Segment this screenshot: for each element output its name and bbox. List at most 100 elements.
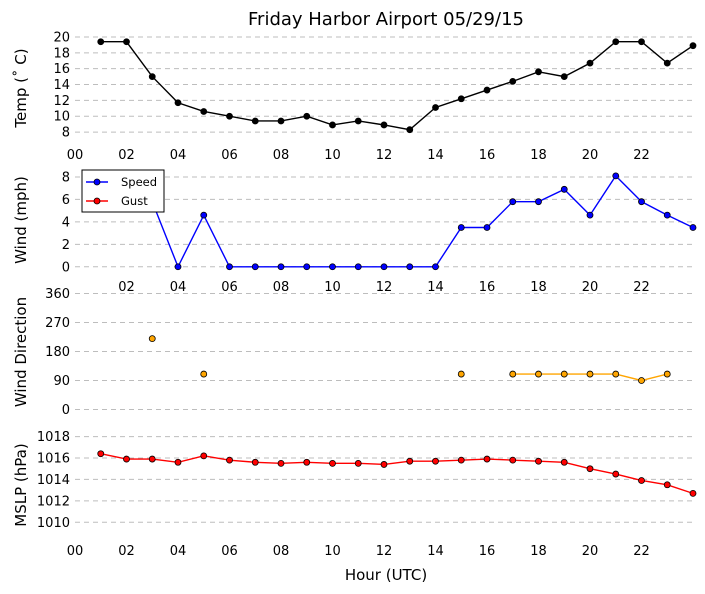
temp-y-axis-label: Temp (˚ C): [12, 48, 30, 128]
figure-title: Friday Harbor Airport 05/29/15: [248, 9, 524, 30]
direction-data-point: [457, 370, 465, 378]
wind-data-point: [226, 263, 233, 271]
temp-data-point: [97, 38, 105, 46]
wind-data-point: [535, 198, 542, 206]
pressure-data-point: [535, 457, 542, 465]
temp-x-tick-label: 02: [118, 148, 135, 163]
temp-x-tick-label: 06: [221, 148, 238, 163]
wind-data-point: [277, 263, 285, 271]
temp-x-tick-label: 00: [67, 148, 84, 163]
wind-data-point: [586, 211, 594, 219]
direction-data-point: [200, 370, 208, 378]
pressure-data-point: [406, 457, 414, 465]
temp-data-point: [251, 117, 259, 125]
wind-data-point: [432, 263, 439, 271]
wind-data-point: [354, 263, 362, 271]
direction-y-tick-label: 360: [45, 287, 70, 302]
temp-data-point: [380, 121, 388, 129]
temp-y-tick-label: 14: [53, 78, 70, 93]
direction-y-tick-label: 0: [62, 403, 70, 418]
temp-data-point: [689, 42, 697, 50]
pressure-x-tick-label: 02: [118, 544, 135, 559]
wind-data-point: [689, 224, 697, 231]
wind-data-point: [638, 198, 645, 206]
wind-data-point: [380, 263, 388, 271]
direction-x-tick-label: 06: [221, 280, 238, 295]
direction-x-tick-label: 14: [427, 280, 444, 295]
pressure-y-tick-label: 1014: [37, 473, 70, 488]
temp-data-point: [329, 121, 336, 129]
pressure-data-point: [560, 458, 568, 466]
direction-x-tick-label: 10: [324, 280, 341, 295]
wind-data-point: [483, 224, 491, 231]
wind-data-point: [612, 172, 620, 180]
pressure-data-point: [200, 452, 208, 460]
pressure-x-tick-label: 00: [67, 544, 84, 559]
temp-y-tick-label: 10: [53, 110, 70, 125]
wind-data-point: [509, 198, 517, 206]
direction-y-tick-label: 270: [45, 316, 70, 331]
temp-y-tick-label: 18: [53, 46, 70, 61]
temp-data-point: [174, 99, 182, 107]
pressure-x-tick-label: 08: [273, 544, 290, 559]
temp-x-tick-label: 20: [582, 148, 599, 163]
pressure-data-point: [380, 461, 388, 468]
pressure-series-line: [100, 453, 694, 495]
pressure-x-tick-label: 20: [582, 544, 599, 559]
pressure-data-point: [457, 456, 465, 464]
direction-data-point: [663, 370, 671, 378]
pressure-x-tick-label: 06: [221, 544, 238, 559]
temp-x-tick-label: 22: [633, 148, 650, 163]
temp-data-point: [123, 38, 130, 46]
wind-y-tick-label: 6: [62, 193, 70, 208]
temp-x-tick-label: 18: [530, 148, 547, 163]
direction-data-point: [586, 370, 594, 378]
pressure-data-point: [689, 489, 697, 497]
wind-data-point: [174, 263, 182, 271]
wind-y-tick-label: 4: [62, 215, 70, 230]
temp-series-line: [100, 41, 694, 131]
pressure-x-tick-label: 10: [324, 544, 341, 559]
temp-data-point: [226, 112, 233, 120]
legend-label: Gust: [121, 194, 148, 208]
pressure-data-point: [277, 459, 285, 467]
direction-data-point: [638, 377, 645, 384]
temp-data-point: [638, 38, 645, 46]
wind-y-tick-label: 8: [62, 170, 70, 185]
direction-data-point: [612, 370, 620, 378]
wind-data-point: [200, 211, 208, 219]
pressure-data-point: [97, 450, 105, 458]
wind-data-point: [303, 263, 311, 271]
temp-data-point: [560, 73, 568, 80]
pressure-data-point: [251, 458, 259, 466]
wind-data-point: [406, 263, 414, 271]
pressure-y-tick-label: 1016: [37, 452, 70, 467]
wind-y-axis-label: Wind (mph): [12, 176, 30, 264]
temp-y-tick-label: 20: [53, 30, 70, 45]
temp-data-point: [483, 86, 491, 94]
legend-label: Speed: [121, 175, 157, 189]
pressure-data-point: [483, 455, 491, 463]
wind-y-tick-label: 2: [62, 238, 70, 253]
wind-panel: Wind (mph) 8 6 4 2 0 Speed Gust: [12, 169, 697, 275]
wind-data-point: [251, 263, 259, 271]
temp-x-tick-label: 08: [273, 148, 290, 163]
pressure-data-point: [586, 465, 594, 473]
direction-x-tick-label: 16: [479, 280, 496, 295]
direction-y-tick-label: 180: [45, 345, 70, 360]
temp-data-point: [148, 73, 156, 80]
wind-data-point: [457, 224, 465, 231]
direction-x-tick-label: 12: [376, 280, 393, 295]
pressure-data-point: [123, 455, 130, 463]
temp-data-point: [535, 68, 542, 76]
direction-x-tick-label: 18: [530, 280, 547, 295]
pressure-data-point: [638, 477, 645, 484]
x-axis-label: Hour (UTC): [345, 566, 427, 584]
pressure-y-tick-label: 1018: [37, 430, 70, 445]
pressure-data-point: [226, 456, 233, 464]
direction-x-tick-label: 22: [633, 280, 650, 295]
direction-data-point: [535, 370, 542, 378]
pressure-y-axis-label: MSLP (hPa): [12, 443, 30, 526]
